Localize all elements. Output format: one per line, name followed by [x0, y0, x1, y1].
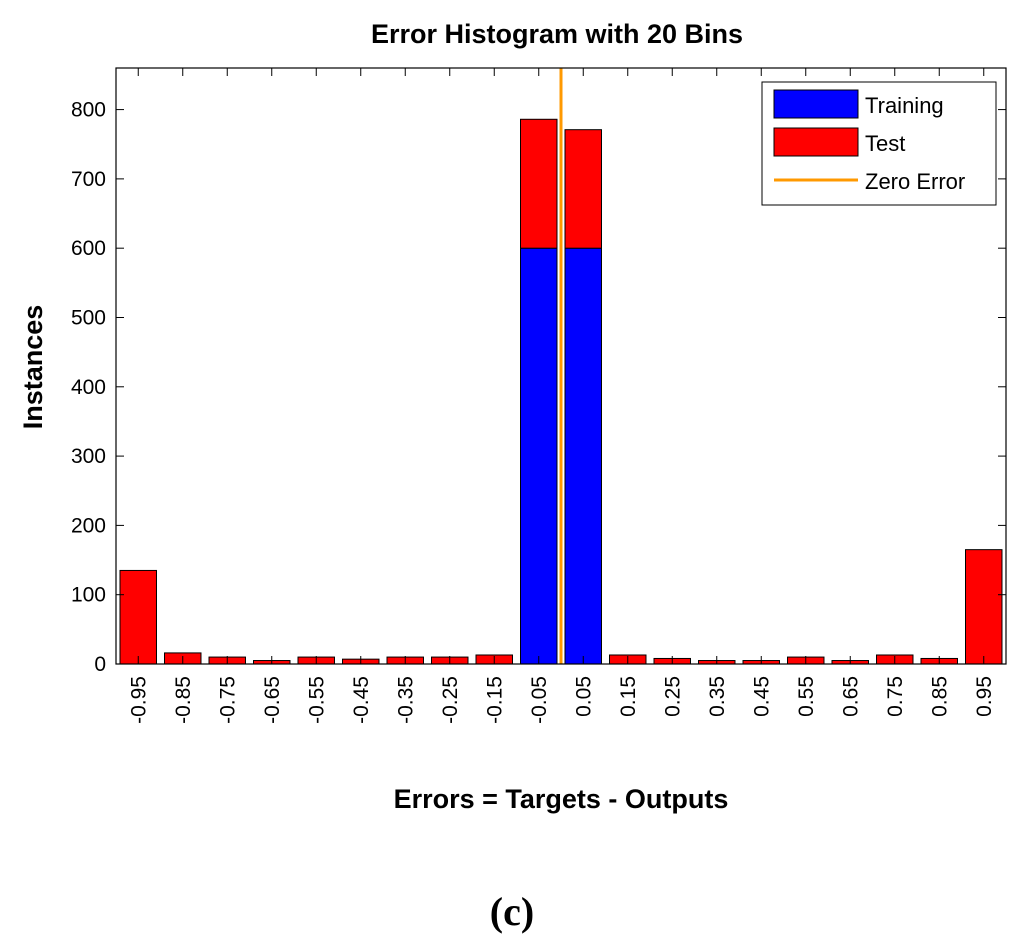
x-axis-ticks: -0.95 -0.85 -0.75 -0.65 -0.55 -0.45 -0.35 -0.25… — [127, 68, 996, 724]
x-tick-label--0.25: -0.25 — [439, 676, 462, 724]
bar-test--0.05 — [520, 118, 558, 249]
y-tick-label-0: 0 — [94, 653, 106, 676]
x-tick-label-0.45: 0.45 — [750, 676, 773, 717]
x-tick-label--0.65: -0.65 — [261, 676, 284, 724]
x-axis-label: Errors = Targets - Outputs — [394, 784, 729, 814]
x-tick-label-0.65: 0.65 — [839, 676, 862, 717]
x-tick-label-0.85: 0.85 — [928, 676, 951, 717]
y-tick-label-400: 400 — [71, 376, 106, 399]
x-tick-label--0.45: -0.45 — [350, 676, 373, 724]
x-tick-label--0.75: -0.75 — [216, 676, 239, 724]
error-histogram-chart: Error Histogram with 20 Bins Instances E… — [18, 19, 1007, 814]
x-tick-label-0.15: 0.15 — [617, 676, 640, 717]
legend-label-test: Test — [865, 131, 905, 156]
bar-test-0.95 — [965, 549, 1003, 665]
y-axis-label: Instances — [18, 305, 48, 430]
x-tick-label-0.75: 0.75 — [884, 676, 907, 717]
y-tick-label-200: 200 — [71, 514, 106, 537]
x-tick-label--0.95: -0.95 — [127, 676, 150, 724]
legend-swatch-training — [773, 89, 859, 119]
y-tick-label-600: 600 — [71, 237, 106, 260]
bar-training--0.05 — [520, 247, 558, 665]
y-tick-label-300: 300 — [71, 445, 106, 468]
y-tick-label-100: 100 — [71, 584, 106, 607]
x-tick-label-0.35: 0.35 — [706, 676, 729, 717]
y-tick-label-700: 700 — [71, 168, 106, 191]
figure-caption: (c) — [489, 889, 535, 934]
x-tick-label-0.05: 0.05 — [572, 676, 595, 717]
y-tick-label-500: 500 — [71, 306, 106, 329]
chart-title: Error Histogram with 20 Bins — [371, 19, 743, 49]
bar-training-0.05 — [564, 247, 602, 665]
bar-test--0.95 — [119, 569, 157, 665]
legend-swatch-test — [773, 127, 859, 157]
legend-label-training: Training — [865, 93, 944, 118]
x-tick-label--0.55: -0.55 — [305, 676, 328, 724]
x-tick-label--0.35: -0.35 — [394, 676, 417, 724]
legend: Training Test Zero Error — [761, 81, 997, 206]
y-tick-label-800: 800 — [71, 99, 106, 122]
x-tick-label--0.05: -0.05 — [528, 676, 551, 724]
x-tick-label-0.55: 0.55 — [795, 676, 818, 717]
x-tick-label--0.85: -0.85 — [172, 676, 195, 724]
legend-label-zero-error: Zero Error — [865, 169, 965, 194]
x-tick-label-0.25: 0.25 — [661, 676, 684, 717]
plot-frame — [115, 67, 1007, 665]
y-axis-ticks: 0 100 200 300 400 500 600 700 800 — [71, 99, 1006, 676]
x-tick-label-0.95: 0.95 — [973, 676, 996, 717]
x-tick-label--0.15: -0.15 — [483, 676, 506, 724]
bar-test-0.05 — [564, 129, 602, 249]
